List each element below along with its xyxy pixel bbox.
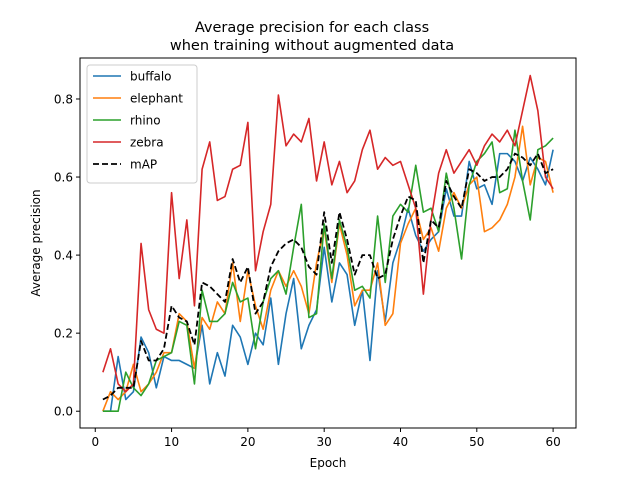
legend: buffalo elephant rhino zebra mAP [86, 64, 198, 184]
x-axis-label: Epoch [310, 456, 347, 470]
chart-title-line-2: when training without augmented data [170, 38, 454, 54]
legend-label: elephant [130, 92, 183, 106]
x-tick-label: 20 [240, 435, 255, 449]
axes-ticks: 0 10 20 30 40 50 60 0.0 0.2 0.4 0.6 0.8 [54, 92, 561, 449]
x-tick-label: 40 [393, 435, 408, 449]
legend-label: mAP [130, 158, 157, 172]
x-tick-label: 0 [91, 435, 99, 449]
chart-title-line-1: Average precision for each class [195, 20, 429, 36]
legend-label: rhino [130, 114, 161, 128]
x-tick-label: 10 [164, 435, 179, 449]
x-tick-label: 60 [545, 435, 560, 449]
plot-frame [79, 57, 577, 429]
y-tick-label: 0.6 [54, 171, 73, 185]
y-tick-label: 0.0 [54, 405, 73, 419]
y-tick-label: 0.2 [54, 327, 73, 341]
y-tick-label: 0.8 [54, 92, 73, 106]
series-line-zebra [102, 74, 554, 393]
plot-area [102, 74, 554, 413]
legend-label: zebra [130, 136, 164, 150]
legend-label: buffalo [130, 70, 172, 84]
y-axis-label: Average precision [29, 189, 43, 296]
series-line-map [102, 152, 554, 401]
x-tick-label: 50 [469, 435, 484, 449]
x-tick-label: 30 [317, 435, 332, 449]
y-tick-label: 0.4 [54, 249, 73, 263]
legend-box [86, 64, 198, 184]
